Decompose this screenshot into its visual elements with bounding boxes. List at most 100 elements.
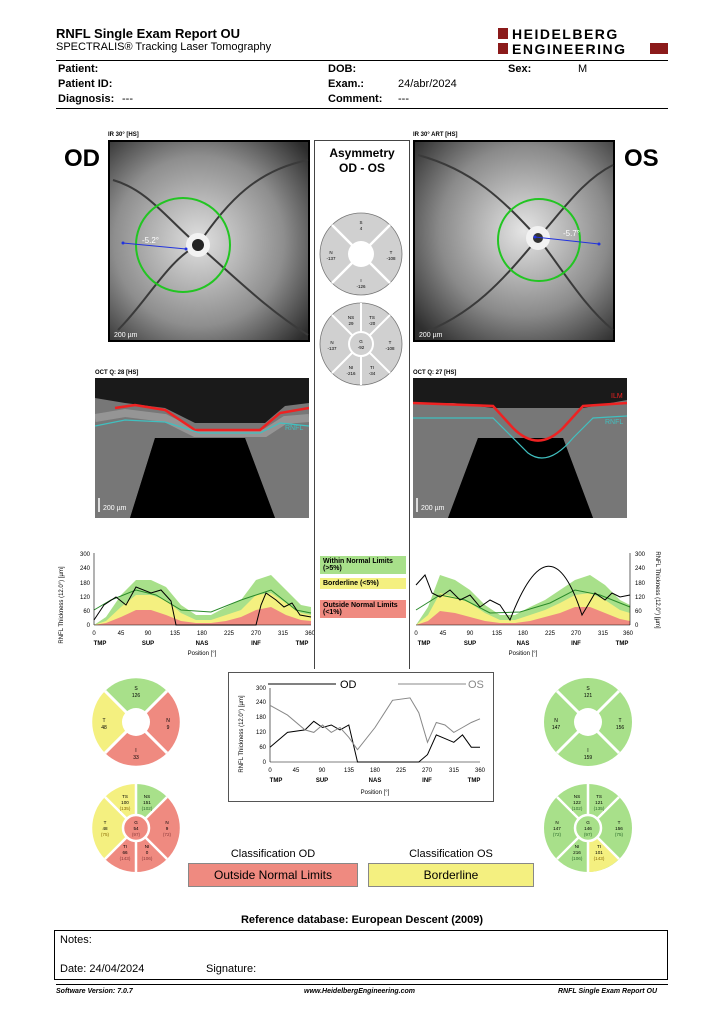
svg-text:Position [°]: Position [°] [188,651,217,657]
svg-text:T: T [104,820,107,825]
svg-text:0: 0 [92,631,96,637]
svg-text:S: S [134,686,138,692]
os-label: OS [624,145,659,172]
os-oct-scan: ILM RNFL 200 µm [413,378,627,518]
svg-text:RNFL: RNFL [285,425,303,432]
svg-text:120: 120 [80,595,91,601]
svg-text:RNFL Thickness (12.0°) [µm]: RNFL Thickness (12.0°) [µm] [59,566,65,644]
svg-text:-20: -20 [369,321,376,326]
svg-text:(75): (75) [101,832,110,837]
od-oct-scan: RNFL 200 µm [95,378,309,518]
od-ir-label: IR 30° [HS] [108,132,139,138]
svg-text:TS: TS [369,315,375,320]
svg-text:159: 159 [584,755,593,761]
svg-text:-108: -108 [386,256,396,261]
svg-text:T: T [618,718,621,724]
classification-os-label: Classification OS [409,848,493,860]
svg-text:60: 60 [259,745,266,751]
series-line-od [269,720,480,763]
svg-text:N: N [330,340,333,345]
svg-text:NAS: NAS [517,641,530,647]
website-link[interactable]: www.HeidelbergEngineering.com [304,988,415,995]
svg-text:0: 0 [263,760,267,766]
svg-text:(143): (143) [594,856,605,861]
svg-text:(135): (135) [594,806,605,811]
svg-text:SUP: SUP [142,641,154,647]
svg-text:45: 45 [293,768,300,774]
report-title: RNFL Single Exam Report OU [56,26,240,41]
diagnosis-label: Diagnosis: [58,93,115,105]
comment-label: Comment: [328,93,383,105]
svg-text:270: 270 [571,631,582,637]
svg-text:0: 0 [414,631,418,637]
report-subtitle: SPECTRALIS® Tracking Laser Tomography [56,41,272,53]
svg-text:315: 315 [598,631,609,637]
notes-box [54,930,668,980]
svg-text:NS: NS [144,794,150,799]
svg-text:146: 146 [584,826,592,831]
svg-text:TMP: TMP [296,641,309,647]
svg-text:225: 225 [224,631,235,637]
svg-text:48: 48 [102,826,108,831]
svg-text:147: 147 [553,826,561,831]
os-rnfl-graph: 0 60 120 180 240 300 0 45 90 135 180 225… [414,551,660,657]
svg-text:TI: TI [597,844,601,849]
svg-text:INF: INF [422,778,432,784]
svg-text:101: 101 [595,850,603,855]
svg-text:(106): (106) [142,856,153,861]
reference-database: Reference database: European Descent (20… [240,914,484,926]
svg-text:N: N [554,718,558,724]
svg-text:147: 147 [552,725,561,731]
combined-legend: OD OS [268,679,484,691]
exam-label: Exam.: [328,78,365,90]
svg-text:60: 60 [83,609,90,615]
svg-text:90: 90 [319,768,326,774]
svg-text:(102): (102) [572,806,583,811]
os-quadrant-chart: S 121 N 147 T 156 I 159 [544,678,632,766]
svg-text:315: 315 [278,631,289,637]
svg-text:48: 48 [101,725,107,731]
svg-text:122: 122 [573,800,581,805]
od-fundus-image: -5.2° 200 µm [108,140,310,342]
svg-text:300: 300 [256,686,267,692]
svg-text:TMP: TMP [418,641,431,647]
svg-text:(135): (135) [120,806,131,811]
series-line-os [269,697,481,751]
svg-text:135: 135 [170,631,181,637]
od-norm-bands [94,575,311,625]
svg-text:60: 60 [635,609,642,615]
svg-text:180: 180 [80,581,91,587]
svg-text:225: 225 [396,768,407,774]
asymmetry-quadrant-chart: S 4 N -137 T -108 I -126 [319,212,403,296]
svg-text:-126: -126 [356,284,366,289]
svg-text:121: 121 [584,693,593,699]
svg-text:T: T [102,718,105,724]
svg-text:90: 90 [467,631,474,637]
svg-text:(97): (97) [584,832,593,837]
svg-text:NI: NI [145,844,150,849]
sex-label: Sex: [508,63,532,75]
svg-text:240: 240 [635,566,646,572]
svg-text:I: I [360,278,361,283]
svg-text:(72): (72) [553,832,562,837]
svg-text:N: N [166,718,170,724]
heidelberg-logo: HEIDELBERG ENGINEERING [498,26,668,57]
svg-text:4: 4 [360,226,363,231]
svg-text:NI: NI [349,365,354,370]
svg-text:N: N [329,250,332,255]
svg-text:180: 180 [256,715,267,721]
svg-text:45: 45 [440,631,447,637]
svg-text:200 µm: 200 µm [114,332,138,339]
svg-text:SUP: SUP [464,641,476,647]
svg-text:360: 360 [305,631,314,637]
svg-text:RNFL Thickness (12.0°) [µm]: RNFL Thickness (12.0°) [µm] [239,695,245,773]
svg-text:NS: NS [574,794,580,799]
svg-text:TMP: TMP [468,778,481,784]
svg-text:NAS: NAS [196,641,209,647]
legend-within-normal: Within Normal Limits (>5%) [320,556,406,574]
svg-text:(97): (97) [132,832,141,837]
svg-text:0: 0 [87,623,91,629]
svg-text:200 µm: 200 µm [421,505,445,512]
